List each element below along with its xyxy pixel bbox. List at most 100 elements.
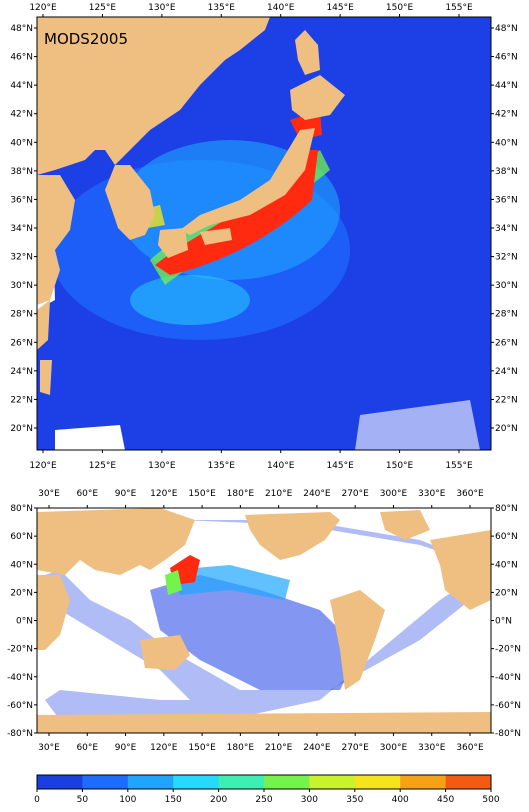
lon-label: 270°E (341, 743, 369, 753)
lon-label: 360°E (456, 489, 484, 499)
lon-label: 30°E (38, 743, 60, 753)
colorbar-tick-label: 250 (255, 795, 272, 805)
lat-label: 38°N (10, 167, 33, 177)
colorbar-swatch (264, 775, 310, 789)
colorbar-tick-label: 200 (210, 795, 227, 805)
lon-label: 300°E (380, 489, 408, 499)
lon-label: 60°E (76, 743, 98, 753)
lat-label: 60°N (495, 532, 518, 542)
lon-label: 150°E (386, 461, 414, 471)
colorbar-swatch (354, 775, 401, 789)
lat-label: 46°N (10, 53, 33, 63)
lat-label: 36°N (495, 195, 518, 205)
lat-label: 42°N (495, 110, 518, 120)
lon-label: 90°E (115, 743, 137, 753)
lat-label: 36°N (10, 195, 33, 205)
lat-label: -40°N (495, 673, 521, 683)
lat-label: 0°N (495, 617, 512, 627)
top-map-lat-labels-left: 20°N 22°N 24°N 26°N 28°N 30°N 32°N 34°N 36°N 38°N… (10, 24, 37, 434)
lon-label: 125°E (89, 3, 117, 13)
lon-label: 270°E (341, 489, 369, 499)
land-africa (37, 575, 70, 650)
land-antarctica (37, 712, 491, 733)
top-map-lat-labels-right: 20°N 22°N 24°N 26°N 28°N 30°N 32°N 34°N 36°N 38°N… (491, 24, 518, 434)
lon-label: 210°E (265, 489, 293, 499)
lon-label: 240°E (303, 743, 331, 753)
colorbar-tick-label: 0 (34, 795, 40, 805)
lon-label: 135°E (208, 461, 236, 471)
lat-label: 48°N (495, 24, 518, 34)
colorbar-swatch (445, 775, 492, 789)
land-china-south (37, 300, 50, 350)
lon-label: 125°E (89, 461, 117, 471)
colorbar-tick-label: 350 (346, 795, 363, 805)
lon-label: 140°E (267, 461, 295, 471)
lon-label: 360°E (456, 743, 484, 753)
lon-label: 155°E (445, 461, 473, 471)
lat-label: 20°N (495, 588, 518, 598)
lat-label: -20°N (495, 645, 521, 655)
lat-label: 30°N (10, 281, 33, 291)
land-korea (105, 165, 155, 240)
lon-label: 90°E (115, 489, 137, 499)
lat-label: 40°N (495, 138, 518, 148)
lat-label: 28°N (10, 310, 33, 320)
lat-label: 34°N (495, 224, 518, 234)
land-eurasia (37, 508, 195, 575)
colorbar: 0 50 100 150 200 250 300 350 400 450 500 (34, 774, 500, 805)
lat-label: 42°N (10, 110, 33, 120)
lon-label: 150°E (188, 743, 216, 753)
colorbar-tick-label: 150 (165, 795, 182, 805)
lon-label: 145°E (326, 3, 354, 13)
lon-label: 180°E (227, 489, 255, 499)
nodata-se (355, 400, 480, 450)
colorbar-swatch (309, 775, 356, 789)
top-map: MODS2005 120°E 125°E 130°E 135°E 140°E 145°E 1… (10, 3, 517, 471)
lat-label: 24°N (10, 367, 33, 377)
lat-label: 44°N (10, 81, 33, 91)
lon-label: 120°E (150, 489, 178, 499)
land-hokkaido (290, 75, 345, 120)
lat-label: 26°N (495, 338, 518, 348)
lon-label: 150°E (386, 3, 414, 13)
density-glow-south (130, 275, 250, 325)
lat-label: 34°N (10, 224, 33, 234)
lat-label: 38°N (495, 167, 518, 177)
pacific-high-lane (170, 565, 290, 600)
lon-label: 30°E (38, 489, 60, 499)
land-asia-mainland (37, 17, 270, 175)
colorbar-swatch (218, 775, 265, 789)
lon-label: 145°E (326, 461, 354, 471)
lat-label: -80°N (495, 729, 521, 739)
colorbar-tick-label: 100 (119, 795, 136, 805)
land-north-america (245, 512, 340, 560)
japan-hotspot-green (165, 570, 182, 595)
colorbar-swatch (37, 775, 83, 789)
colorbar-swatches (37, 775, 492, 789)
colorbar-swatch (400, 775, 447, 789)
lon-label: 120°E (150, 743, 178, 753)
land-south-america (330, 590, 385, 690)
lon-label: 150°E (188, 489, 216, 499)
lon-label: 120°E (29, 461, 57, 471)
land-taiwan (40, 360, 52, 395)
land-australia (140, 635, 190, 670)
colorbar-tick-label: 400 (392, 795, 409, 805)
colorbar-tick-labels: 0 50 100 150 200 250 300 350 400 450 500 (34, 789, 500, 805)
lat-label: -20°N (7, 645, 33, 655)
nodata-sw (55, 425, 125, 450)
lon-label: 135°E (208, 3, 236, 13)
top-map-lon-labels-bottom: 120°E 125°E 130°E 135°E 140°E 145°E 150°E 155°E (29, 450, 473, 471)
top-map-frame (36, 16, 492, 451)
lat-label: 40°N (495, 560, 518, 570)
bottom-map: 30°E 60°E 90°E 120°E 150°E 180°E 210°E 240°E 270… (7, 489, 521, 753)
lat-label: -60°N (495, 701, 521, 711)
lat-label: 0°N (16, 617, 33, 627)
land-east-edge (430, 530, 491, 610)
lat-label: 26°N (10, 338, 33, 348)
lat-label: 40°N (10, 560, 33, 570)
lon-label: 330°E (418, 489, 446, 499)
bottom-map-lat-labels-right: -80°N -60°N -40°N -20°N 0°N 20°N 40°N 60°N 80°N (491, 504, 521, 739)
lat-label: 80°N (10, 504, 33, 514)
